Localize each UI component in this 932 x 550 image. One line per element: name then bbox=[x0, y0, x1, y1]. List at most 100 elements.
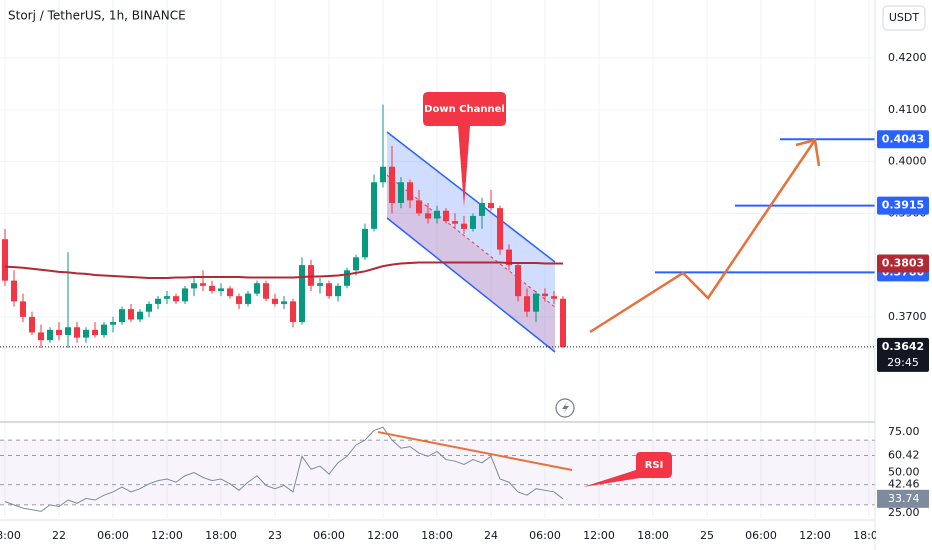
channel-line bbox=[386, 217, 556, 353]
candle-body bbox=[2, 239, 8, 281]
candle-body bbox=[74, 327, 80, 338]
x-tick-label: 18:00 bbox=[205, 529, 237, 542]
x-tick-label: 12:00 bbox=[799, 529, 831, 542]
alert-icon-bolt bbox=[562, 402, 569, 414]
x-tick-label: 18:00 bbox=[421, 529, 453, 542]
x-tick-label: 18:00 bbox=[0, 529, 21, 542]
candle-body bbox=[506, 249, 512, 266]
candle-body bbox=[308, 265, 314, 286]
candle-body bbox=[335, 285, 341, 297]
candle-body bbox=[470, 215, 476, 229]
candle-body bbox=[425, 213, 431, 219]
last-price-tag-text: 0.3642 bbox=[882, 340, 924, 353]
chart-title: Storj / TetherUS, 1h, BINANCE bbox=[8, 9, 186, 23]
candle-body bbox=[146, 303, 152, 312]
rsi-tick-label: 25.00 bbox=[888, 506, 920, 519]
candle-body bbox=[128, 309, 134, 320]
candle-body bbox=[542, 293, 548, 297]
candle-body bbox=[362, 228, 368, 258]
divergence-line bbox=[377, 431, 573, 471]
x-tick-label: 25 bbox=[700, 529, 714, 542]
candle-body bbox=[236, 296, 242, 304]
y-tick-label: 0.3700 bbox=[888, 310, 927, 323]
candle-body bbox=[92, 329, 98, 336]
rsi-marker-tag bbox=[877, 447, 929, 464]
x-tick-label: 06:00 bbox=[529, 529, 561, 542]
candle-body bbox=[416, 200, 422, 214]
level-tag bbox=[877, 196, 929, 215]
x-tick-label: 24 bbox=[484, 529, 498, 542]
x-tick-label: 18:00 bbox=[637, 529, 669, 542]
candle-body bbox=[299, 265, 305, 323]
candle-body bbox=[182, 288, 188, 302]
channel-line bbox=[386, 131, 556, 263]
y-tick-label: 0.4200 bbox=[888, 51, 927, 64]
currency: USDT bbox=[889, 11, 920, 24]
countdown: 29:45 bbox=[887, 356, 919, 369]
rsi-band bbox=[0, 440, 875, 505]
candle-body bbox=[389, 166, 395, 203]
candle-body bbox=[110, 322, 116, 325]
candle-body bbox=[407, 182, 413, 201]
candle-body bbox=[218, 288, 224, 291]
candle-body bbox=[164, 296, 170, 299]
candle-body bbox=[209, 285, 215, 291]
rsi-line bbox=[4, 426, 564, 512]
callout bbox=[583, 452, 672, 487]
candle-body bbox=[353, 257, 359, 271]
candle-body bbox=[515, 265, 521, 297]
candle-body bbox=[263, 283, 269, 299]
rsi-marker-text: 42.46 bbox=[888, 478, 920, 491]
level-tag-text: 0.3915 bbox=[882, 199, 924, 212]
x-tick-label: 06:00 bbox=[97, 529, 129, 542]
down-channel bbox=[387, 132, 555, 352]
rsi-marker-text: 60.42 bbox=[888, 449, 920, 462]
x-tick-label: 23 bbox=[268, 529, 282, 542]
candle-body bbox=[47, 329, 53, 341]
candle-body bbox=[533, 293, 539, 312]
candle-body bbox=[281, 301, 287, 304]
candle-body bbox=[227, 288, 233, 297]
candle-body bbox=[560, 298, 566, 347]
level-tag-text: 0.4043 bbox=[882, 132, 924, 145]
candle-body bbox=[461, 223, 467, 229]
candle-body bbox=[380, 166, 386, 183]
x-tick-label: 06:00 bbox=[313, 529, 345, 542]
rsi-marker-tag bbox=[877, 476, 929, 493]
candle-body bbox=[479, 202, 485, 216]
candle-body bbox=[20, 301, 26, 317]
candle-body bbox=[200, 283, 206, 286]
candle-body bbox=[317, 283, 323, 286]
candle-body bbox=[83, 329, 89, 338]
candle-body bbox=[11, 280, 17, 302]
candle-body bbox=[119, 309, 125, 323]
candle-body bbox=[173, 296, 179, 302]
callout bbox=[423, 92, 506, 207]
rsi-value-tag bbox=[877, 489, 929, 508]
candle-body bbox=[29, 316, 35, 333]
candle-body bbox=[326, 283, 332, 297]
moving-average bbox=[4, 261, 563, 280]
y-tick-label: 0.4100 bbox=[888, 103, 927, 116]
candle-body bbox=[551, 296, 557, 299]
callout-text: RSI bbox=[645, 460, 664, 471]
arrow-head bbox=[795, 138, 821, 167]
currency-box[interactable] bbox=[882, 5, 926, 31]
candle-body bbox=[155, 298, 161, 304]
candle-body bbox=[452, 221, 458, 224]
candle-body bbox=[497, 208, 503, 250]
candle-body bbox=[272, 298, 278, 304]
candle-body bbox=[371, 182, 377, 229]
candle-body bbox=[434, 210, 440, 219]
x-tick-label: 06:00 bbox=[745, 529, 777, 542]
candle-body bbox=[65, 327, 71, 336]
candle-body bbox=[398, 182, 404, 203]
candle-body bbox=[254, 283, 260, 294]
rsi-tick-label: 50.00 bbox=[888, 466, 920, 479]
callout-text: Down Channel bbox=[424, 104, 505, 115]
x-tick-label: 12:00 bbox=[367, 529, 399, 542]
ma-tag-text: 0.3803 bbox=[882, 257, 924, 270]
candle-body bbox=[101, 324, 107, 336]
